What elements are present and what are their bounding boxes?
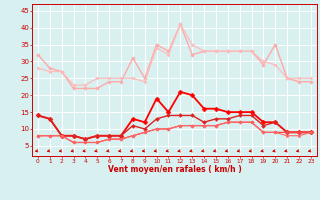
X-axis label: Vent moyen/en rafales ( km/h ): Vent moyen/en rafales ( km/h ) — [108, 165, 241, 174]
